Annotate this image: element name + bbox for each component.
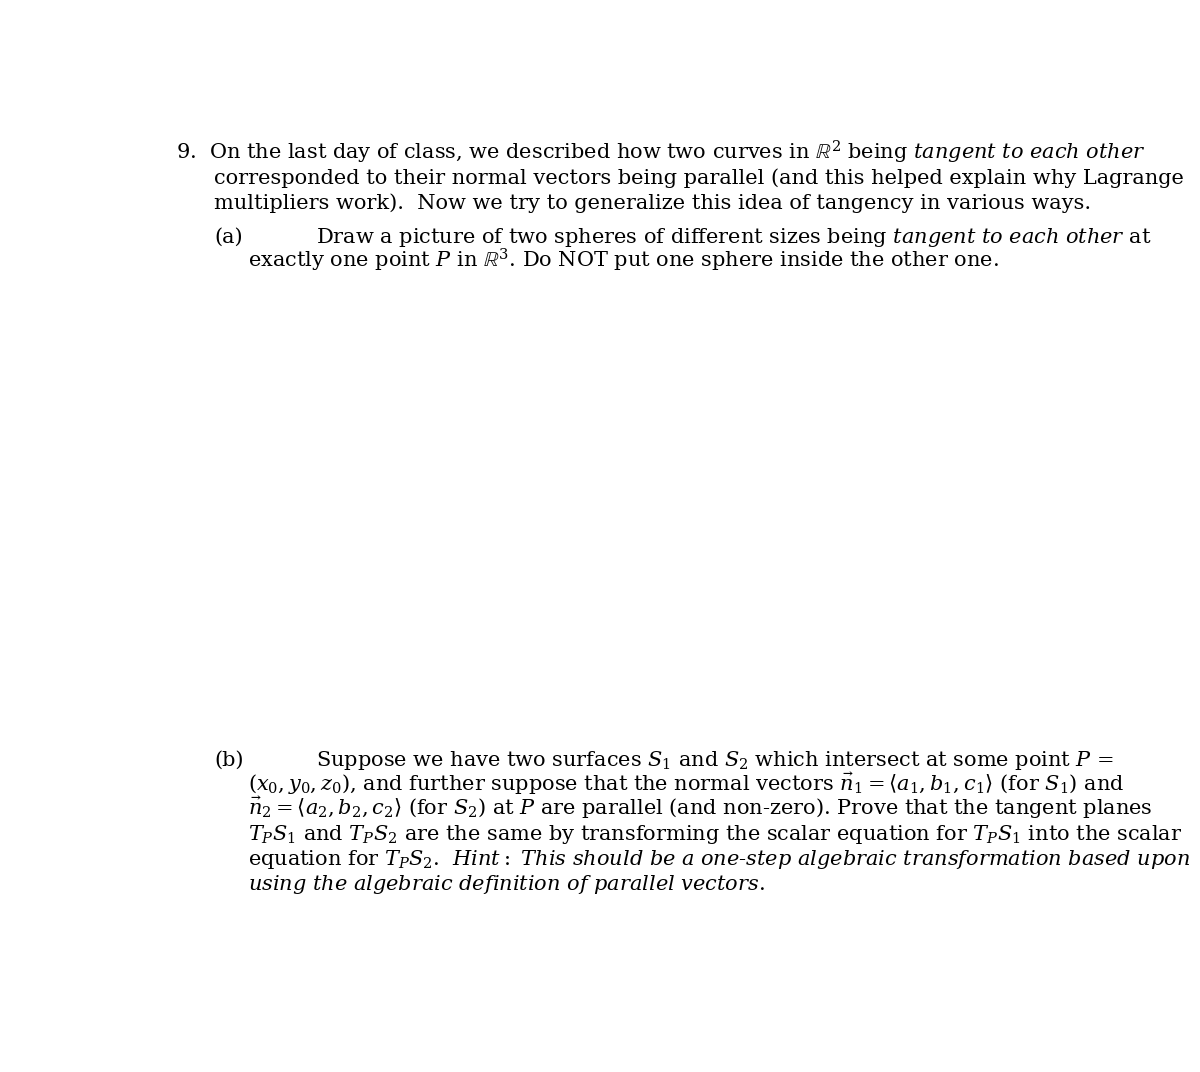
Text: equation for $T_P S_2$.  $\mathit{Hint:}$ $\mathit{This\ should\ be\ a\ one\text: equation for $T_P S_2$. $\mathit{Hint:}$… <box>247 848 1190 870</box>
Text: corresponded to their normal vectors being parallel (and this helped explain why: corresponded to their normal vectors bei… <box>214 168 1184 188</box>
Text: $\mathit{using\ the\ algebraic\ definition\ of\ parallel\ vectors.}$: $\mathit{using\ the\ algebraic\ definiti… <box>247 873 764 896</box>
Text: $T_P S_1$ and $T_P S_2$ are the same by transforming the scalar equation for $T_: $T_P S_1$ and $T_P S_2$ are the same by … <box>247 823 1182 846</box>
Text: 9.  On the last day of class, we described how two curves in $\mathbb{R}^2$ bein: 9. On the last day of class, we describe… <box>176 138 1146 166</box>
Text: Suppose we have two surfaces $S_1$ and $S_2$ which intersect at some point $P$ =: Suppose we have two surfaces $S_1$ and $… <box>316 749 1114 772</box>
Text: (b): (b) <box>214 750 244 770</box>
Text: Draw a picture of two spheres of different sizes being $\mathit{tangent\ to\ eac: Draw a picture of two spheres of differe… <box>316 225 1151 249</box>
Text: (a): (a) <box>214 227 242 247</box>
Text: exactly one point $P$ in $\mathbb{R}^3$. Do NOT put one sphere inside the other : exactly one point $P$ in $\mathbb{R}^3$.… <box>247 247 998 273</box>
Text: multipliers work).  Now we try to generalize this idea of tangency in various wa: multipliers work). Now we try to general… <box>214 193 1091 212</box>
Text: $(x_0, y_0, z_0)$, and further suppose that the normal vectors $\vec{n}_1 = \lan: $(x_0, y_0, z_0)$, and further suppose t… <box>247 771 1124 796</box>
Text: $\vec{n}_2 = \langle a_2, b_2, c_2 \rangle$ (for $S_2$) at $P$ are parallel (and: $\vec{n}_2 = \langle a_2, b_2, c_2 \rang… <box>247 795 1152 821</box>
